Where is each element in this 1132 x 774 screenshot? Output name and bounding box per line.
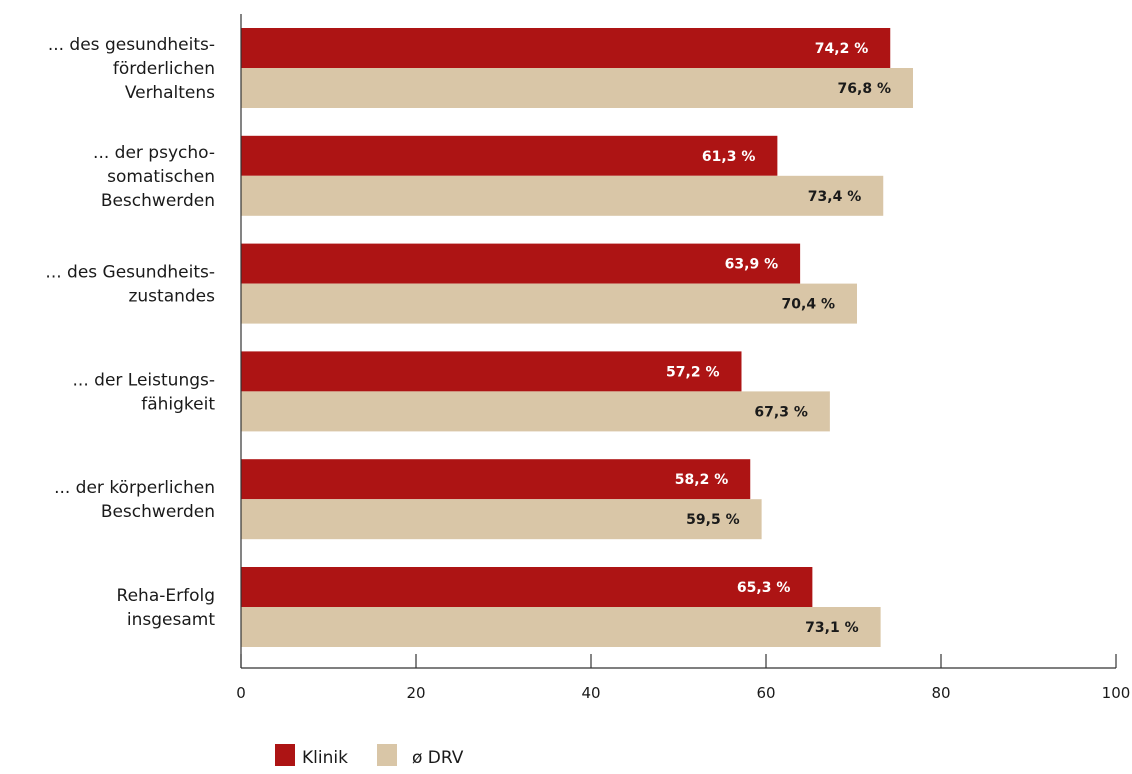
category-label-4-1: Beschwerden bbox=[101, 502, 215, 522]
category-label-2-1: zustandes bbox=[128, 287, 215, 307]
bar-klinik-5 bbox=[241, 567, 813, 607]
data-label-drv-5: 73,1 % bbox=[805, 620, 858, 636]
data-label-drv-3: 67,3 % bbox=[754, 404, 807, 420]
x-tick-label-1: 20 bbox=[406, 684, 425, 702]
bar-drv-2 bbox=[241, 283, 857, 324]
bar-klinik-0 bbox=[241, 28, 891, 68]
category-label-5-0: Reha-Erfolg bbox=[117, 586, 215, 606]
category-label-3-0: ... der Leistungs- bbox=[73, 370, 215, 390]
x-tick-label-2: 40 bbox=[581, 684, 600, 702]
bar-klinik-3 bbox=[241, 351, 742, 392]
category-label-0-0: ... des gesundheits- bbox=[48, 35, 215, 55]
bar-klinik-2 bbox=[241, 243, 801, 284]
bar-drv-3 bbox=[241, 391, 830, 432]
legend-label-klinik: Klinik bbox=[302, 748, 348, 768]
category-label-1-2: Beschwerden bbox=[101, 191, 215, 211]
category-label-2-0: ... des Gesundheits- bbox=[45, 263, 215, 283]
category-label-4-0: ... der körperlichen bbox=[54, 478, 215, 498]
data-label-drv-0: 76,8 % bbox=[838, 81, 891, 97]
legend-label-drv: ø DRV bbox=[412, 748, 464, 768]
x-tick-label-4: 80 bbox=[931, 684, 950, 702]
bar-drv-5 bbox=[241, 607, 881, 647]
data-label-klinik-5: 65,3 % bbox=[737, 580, 790, 596]
data-label-drv-2: 70,4 % bbox=[782, 297, 835, 313]
x-tick-label-5: 100 bbox=[1102, 684, 1131, 702]
category-label-3-1: fähigkeit bbox=[141, 394, 215, 414]
bar-klinik-4 bbox=[241, 459, 751, 500]
data-label-klinik-0: 74,2 % bbox=[815, 41, 868, 57]
category-label-1-1: somatischen bbox=[107, 167, 215, 187]
category-label-5-1: insgesamt bbox=[127, 610, 215, 630]
bar-drv-1 bbox=[241, 175, 884, 216]
data-label-drv-4: 59,5 % bbox=[686, 512, 739, 528]
data-label-klinik-4: 58,2 % bbox=[675, 472, 728, 488]
data-label-klinik-3: 57,2 % bbox=[666, 364, 719, 380]
data-label-klinik-1: 61,3 % bbox=[702, 149, 755, 165]
legend-swatch-drv bbox=[377, 744, 397, 766]
legend-swatch-klinik bbox=[275, 744, 295, 766]
category-label-0-1: förderlichen bbox=[113, 59, 215, 79]
x-tick-label-3: 60 bbox=[756, 684, 775, 702]
bar-drv-0 bbox=[241, 68, 913, 108]
bar-klinik-1 bbox=[241, 135, 778, 176]
data-label-drv-1: 73,4 % bbox=[808, 189, 861, 205]
bar-drv-4 bbox=[241, 499, 762, 540]
category-label-1-0: ... der psycho- bbox=[93, 143, 215, 163]
x-tick-label-0: 0 bbox=[236, 684, 246, 702]
data-label-klinik-2: 63,9 % bbox=[725, 257, 778, 273]
category-label-0-2: Verhaltens bbox=[125, 83, 215, 103]
